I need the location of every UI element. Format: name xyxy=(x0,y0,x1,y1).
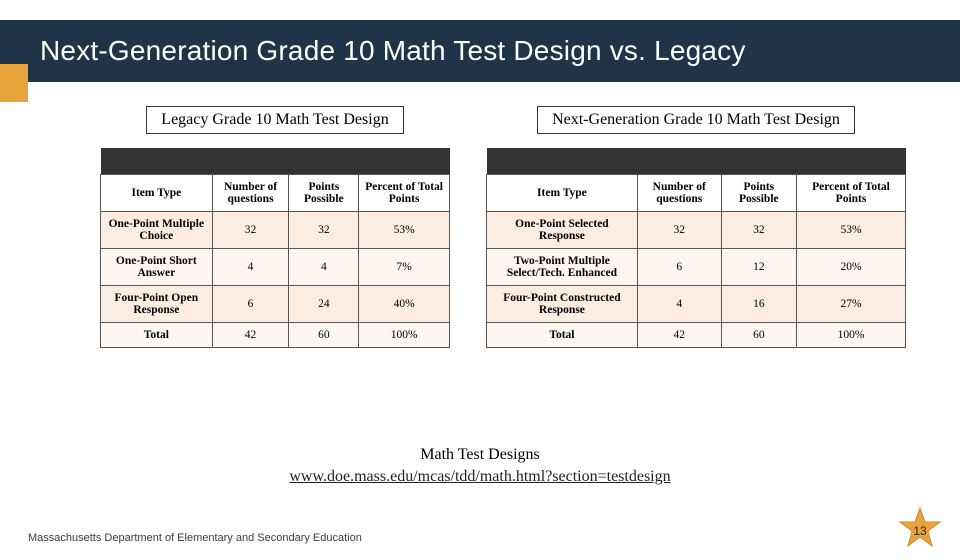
row-pts: 60 xyxy=(289,322,359,347)
row-num: 6 xyxy=(212,285,289,322)
row-num: 4 xyxy=(212,248,289,285)
table-row-total: Total 42 60 100% xyxy=(101,322,450,347)
table-row: One-Point Multiple Choice 32 32 53% xyxy=(101,211,450,248)
col-points-possible: Points Possible xyxy=(721,174,796,211)
row-num: 6 xyxy=(637,248,721,285)
table-row: Four-Point Open Response 6 24 40% xyxy=(101,285,450,322)
legacy-panel: Legacy Grade 10 Math Test Design Item Ty… xyxy=(100,106,450,348)
row-pts: 24 xyxy=(289,285,359,322)
col-num-questions: Number of questions xyxy=(637,174,721,211)
footer-caption: Math Test Designs xyxy=(0,444,960,466)
row-label: One-Point Selected Response xyxy=(487,211,638,248)
footer-center: Math Test Designs www.doe.mass.edu/mcas/… xyxy=(0,444,960,487)
row-pct: 100% xyxy=(797,322,906,347)
row-num: 32 xyxy=(637,211,721,248)
table-row: One-Point Short Answer 4 4 7% xyxy=(101,248,450,285)
table-row: One-Point Selected Response 32 32 53% xyxy=(487,211,906,248)
table-spacer xyxy=(487,148,906,174)
row-pts: 32 xyxy=(289,211,359,248)
nextgen-panel-title: Next-Generation Grade 10 Math Test Desig… xyxy=(537,106,855,134)
row-label: One-Point Short Answer xyxy=(101,248,213,285)
content-area: Legacy Grade 10 Math Test Design Item Ty… xyxy=(0,82,960,348)
table-row-total: Total 42 60 100% xyxy=(487,322,906,347)
table-header-row: Item Type Number of questions Points Pos… xyxy=(487,174,906,211)
col-num-questions: Number of questions xyxy=(212,174,289,211)
row-label: One-Point Multiple Choice xyxy=(101,211,213,248)
table-header-row: Item Type Number of questions Points Pos… xyxy=(101,174,450,211)
row-label: Four-Point Open Response xyxy=(101,285,213,322)
col-percent-total: Percent of Total Points xyxy=(797,174,906,211)
col-points-possible: Points Possible xyxy=(289,174,359,211)
row-pts: 16 xyxy=(721,285,796,322)
row-pts: 4 xyxy=(289,248,359,285)
row-pct: 40% xyxy=(359,285,450,322)
table-row: Two-Point Multiple Select/Tech. Enhanced… xyxy=(487,248,906,285)
row-pct: 20% xyxy=(797,248,906,285)
row-pts: 12 xyxy=(721,248,796,285)
footer-dept: Massachusetts Department of Elementary a… xyxy=(28,532,362,544)
table-row: Four-Point Constructed Response 4 16 27% xyxy=(487,285,906,322)
table-spacer xyxy=(101,148,450,174)
nextgen-panel: Next-Generation Grade 10 Math Test Desig… xyxy=(486,106,906,348)
col-percent-total: Percent of Total Points xyxy=(359,174,450,211)
footer-link[interactable]: www.doe.mass.edu/mcas/tdd/math.html?sect… xyxy=(0,466,960,488)
page-number: 13 xyxy=(898,524,942,538)
accent-block xyxy=(0,64,28,102)
row-pct: 53% xyxy=(359,211,450,248)
row-pct: 27% xyxy=(797,285,906,322)
row-num: 42 xyxy=(212,322,289,347)
row-pts: 32 xyxy=(721,211,796,248)
row-num: 42 xyxy=(637,322,721,347)
page-title: Next-Generation Grade 10 Math Test Desig… xyxy=(40,35,746,67)
nextgen-table: Item Type Number of questions Points Pos… xyxy=(486,148,906,348)
row-label: Total xyxy=(101,322,213,347)
legacy-table: Item Type Number of questions Points Pos… xyxy=(100,148,450,348)
title-bar: Next-Generation Grade 10 Math Test Desig… xyxy=(0,20,960,82)
row-pts: 60 xyxy=(721,322,796,347)
legacy-panel-title: Legacy Grade 10 Math Test Design xyxy=(146,106,403,134)
row-pct: 7% xyxy=(359,248,450,285)
col-item-type: Item Type xyxy=(487,174,638,211)
row-label: Two-Point Multiple Select/Tech. Enhanced xyxy=(487,248,638,285)
row-label: Four-Point Constructed Response xyxy=(487,285,638,322)
row-num: 32 xyxy=(212,211,289,248)
row-pct: 53% xyxy=(797,211,906,248)
row-num: 4 xyxy=(637,285,721,322)
row-label: Total xyxy=(487,322,638,347)
row-pct: 100% xyxy=(359,322,450,347)
col-item-type: Item Type xyxy=(101,174,213,211)
